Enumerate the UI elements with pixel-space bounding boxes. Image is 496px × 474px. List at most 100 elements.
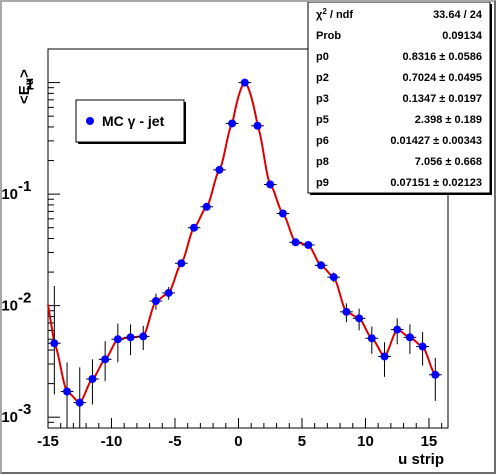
stats-param-value: 33.64 / 24 [433,9,483,21]
data-marker [355,314,364,323]
data-marker [228,119,237,128]
y-axis-label: <Eu> [16,69,36,104]
data-marker [393,325,402,334]
data-marker [126,333,135,342]
legend-shadow [78,142,186,144]
stats-frame [307,2,491,194]
stats-param-name: Prob [316,30,341,42]
stats-param-name: p8 [316,156,329,168]
legend: MC γ - jet [75,99,186,144]
stats-box: χ2 / ndf 33.64 / 24 Prob 0.09134 p0 0.8316 ± … [307,2,492,195]
y-tick-exponent: -1 [18,178,31,195]
data-point [314,261,328,270]
data-point [86,359,99,405]
data-point [187,223,201,232]
data-point [111,323,125,363]
data-marker [139,332,148,341]
stats-param-name: p6 [316,135,329,147]
data-marker [367,334,376,343]
data-marker [405,333,414,342]
data-point [200,202,214,211]
data-point [365,326,379,354]
data-point [251,121,264,130]
stats-param-name: p9 [316,177,329,189]
stats-shadow [310,193,492,195]
stats-param-name: p2 [316,72,329,84]
data-marker [190,223,199,232]
data-point [225,119,239,128]
data-marker [50,339,59,348]
data-point [149,293,163,310]
data-point [327,272,341,283]
x-tick-label: 5 [298,433,306,450]
stats-param-name: p5 [316,114,329,126]
data-point [48,286,61,395]
y-tick-label: 10 [2,298,18,315]
stats-name-suffix: / ndf [327,9,354,21]
data-marker [329,273,338,282]
data-marker [266,180,275,189]
x-axis-label: u strip [398,451,444,468]
data-marker [253,121,262,130]
stats-param-value: 2.398 ± 0.189 [415,114,482,126]
data-point [390,318,404,345]
data-marker [240,78,249,87]
stats-param-value: 0.09134 [442,30,483,42]
data-point [301,240,315,249]
data-points-group [48,78,442,428]
data-point [352,308,366,331]
legend-marker [86,117,94,125]
x-tick-label: -5 [168,433,181,450]
stats-shadow [490,4,492,195]
y-tick-label: 10 [2,409,18,426]
data-point [162,286,175,300]
stats-param-name: p3 [316,93,329,105]
data-point [263,180,277,189]
data-marker [63,387,72,396]
data-marker [88,374,97,383]
data-point [73,367,87,428]
stats-param-value: 0.8316 ± 0.0586 [403,51,482,63]
x-tick-label: 15 [421,433,438,450]
stats-param-value: 0.1347 ± 0.0197 [403,93,482,105]
data-marker [215,165,224,174]
y-tick-exponent: -2 [18,290,31,307]
data-marker [75,398,84,407]
data-marker [431,370,440,379]
y-tick-label: 10 [2,186,18,203]
data-point [428,357,442,401]
data-point [403,324,417,354]
data-marker [291,238,300,247]
data-point [60,362,74,428]
stats-param-name: χ2 / ndf [316,7,353,21]
data-marker [202,202,211,211]
data-marker [304,240,313,249]
data-point [276,209,290,218]
data-point [289,238,302,247]
stats-param-value: 0.01427 ± 0.00343 [390,135,482,147]
data-marker [342,307,351,316]
data-marker [380,352,389,361]
stats-param-value: 0.7024 ± 0.0495 [403,72,482,84]
data-marker [418,342,427,351]
stats-param-name: p0 [316,51,329,63]
data-marker [164,288,173,297]
y-tick-exponent: -3 [18,401,31,418]
data-marker [101,355,110,364]
y-label-part: > [16,69,33,78]
x-tick-label: -15 [37,433,59,450]
data-marker [151,297,160,306]
data-marker [317,261,326,270]
legend-label: MC γ - jet [102,113,165,129]
x-tick-label: 0 [234,433,242,450]
data-point [340,303,353,323]
y-tick-label: 1 [26,77,34,94]
data-point [174,259,188,268]
data-point [238,78,252,87]
y-label-subscript: u [22,78,36,85]
data-marker [278,209,287,218]
stats-param-value: 7.056 ± 0.668 [415,156,482,168]
x-tick-label: -10 [101,433,123,450]
